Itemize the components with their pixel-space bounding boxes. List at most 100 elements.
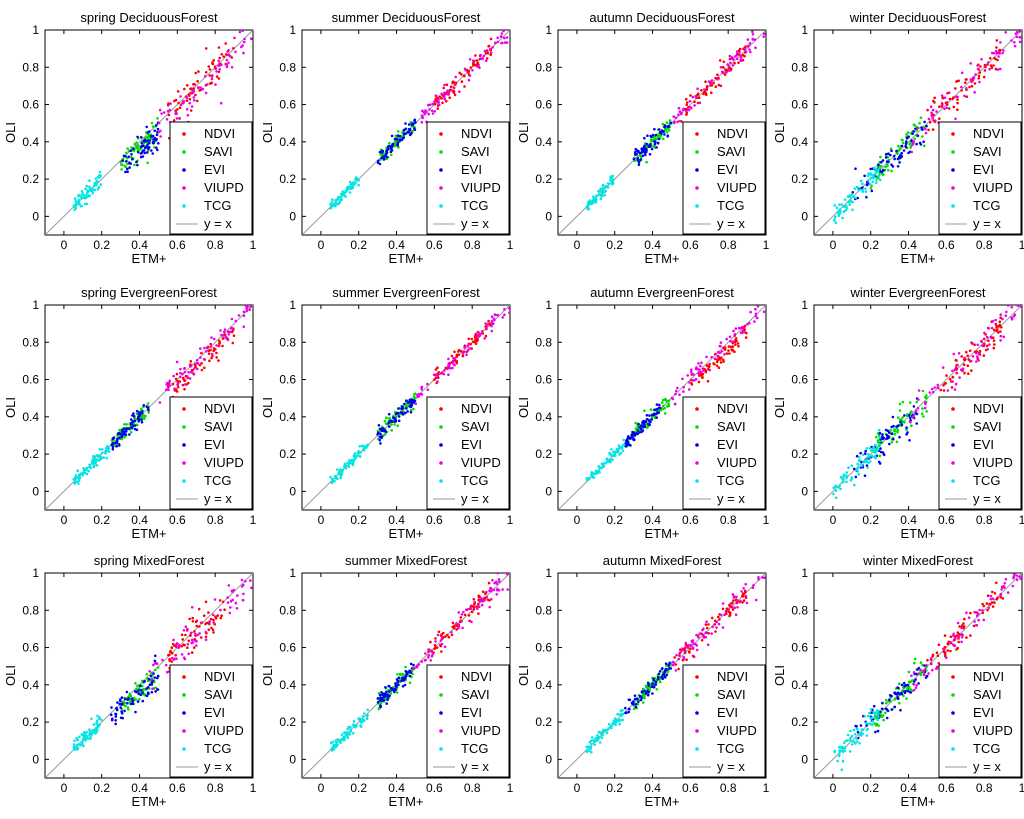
data-point: [478, 600, 482, 603]
data-point: [646, 134, 649, 137]
data-point: [644, 692, 648, 695]
data-point: [215, 344, 218, 347]
data-point: [143, 693, 146, 697]
data-point: [130, 153, 133, 156]
y-tick-label: 0.2: [22, 172, 39, 186]
data-point: [973, 620, 976, 623]
data-point: [739, 331, 743, 335]
data-point: [732, 599, 735, 602]
data-point: [849, 736, 852, 740]
legend-marker: [695, 443, 699, 447]
legend-marker: [695, 747, 699, 751]
legend-entry-identity: y = x: [973, 216, 1001, 231]
data-point: [840, 746, 843, 749]
data-point: [85, 468, 88, 472]
data-point: [217, 59, 220, 63]
data-point: [905, 133, 908, 136]
data-point: [183, 379, 186, 383]
data-point: [838, 746, 841, 749]
data-point: [860, 464, 864, 468]
legend-entry-savi: SAVI: [461, 144, 490, 159]
data-point: [912, 683, 916, 686]
data-point: [931, 116, 934, 120]
data-point: [894, 697, 897, 700]
data-point: [187, 381, 190, 385]
data-point: [94, 731, 98, 734]
y-axis-label: OLI: [3, 122, 18, 143]
data-point: [861, 190, 865, 193]
y-tick-label: 0.6: [791, 641, 808, 655]
data-point: [841, 216, 844, 220]
data-point: [118, 702, 122, 706]
x-axis-label: ETM+: [644, 526, 679, 541]
panel-title: spring DeciduousForest: [80, 10, 218, 25]
data-point: [74, 474, 78, 477]
data-point: [463, 346, 466, 349]
data-point: [664, 128, 668, 132]
data-point: [145, 125, 148, 129]
data-point: [893, 157, 896, 161]
data-point: [133, 163, 136, 167]
x-tick-label: 0.8: [207, 513, 224, 527]
data-point: [925, 410, 928, 413]
data-point: [995, 581, 998, 585]
data-point: [698, 101, 702, 105]
data-point: [1016, 305, 1020, 308]
data-point: [889, 428, 892, 432]
data-point: [494, 313, 498, 317]
y-tick-label: 0.6: [22, 98, 39, 112]
data-point: [636, 429, 640, 432]
data-point: [887, 168, 890, 172]
data-point: [915, 400, 918, 404]
data-point: [81, 737, 85, 741]
data-point: [868, 711, 871, 715]
panel-title: winter EvergreenForest: [849, 285, 985, 300]
data-point: [227, 61, 230, 65]
data-point: [885, 701, 888, 705]
legend-marker: [439, 711, 443, 715]
data-point: [190, 606, 194, 609]
data-point: [832, 486, 835, 490]
data-point: [664, 662, 668, 665]
data-point: [385, 702, 389, 705]
x-tick-label: 0: [574, 781, 581, 795]
data-point: [95, 719, 99, 723]
legend-entry-savi: SAVI: [204, 419, 233, 434]
data-point: [1012, 576, 1015, 580]
data-point: [354, 725, 357, 729]
data-point: [716, 360, 719, 364]
data-point: [414, 392, 417, 396]
legend-box: [169, 121, 253, 235]
data-point: [481, 57, 485, 60]
data-point: [637, 163, 641, 166]
data-point: [705, 631, 709, 635]
data-point: [170, 656, 174, 660]
data-point: [751, 30, 754, 33]
data-point: [188, 617, 191, 621]
data-point: [458, 90, 461, 93]
data-point: [991, 605, 995, 608]
data-point: [1010, 316, 1013, 320]
data-point: [331, 198, 334, 201]
data-point: [124, 428, 128, 432]
data-point: [910, 139, 913, 142]
data-point: [956, 101, 959, 105]
legend-entry-tcg: TCG: [204, 741, 231, 756]
data-point: [895, 440, 899, 444]
data-point: [957, 635, 961, 638]
data-point: [404, 411, 407, 415]
data-point: [442, 86, 446, 90]
data-point: [200, 368, 204, 372]
data-point: [719, 84, 723, 88]
data-point: [119, 706, 122, 709]
data-point: [155, 123, 158, 127]
data-point: [387, 425, 391, 428]
y-axis-label: OLI: [3, 665, 18, 686]
data-point: [949, 649, 952, 653]
data-point: [192, 96, 196, 99]
data-point: [925, 124, 928, 128]
data-point: [694, 96, 698, 99]
data-point: [196, 367, 199, 371]
data-point: [980, 58, 983, 61]
legend-marker: [695, 461, 699, 465]
